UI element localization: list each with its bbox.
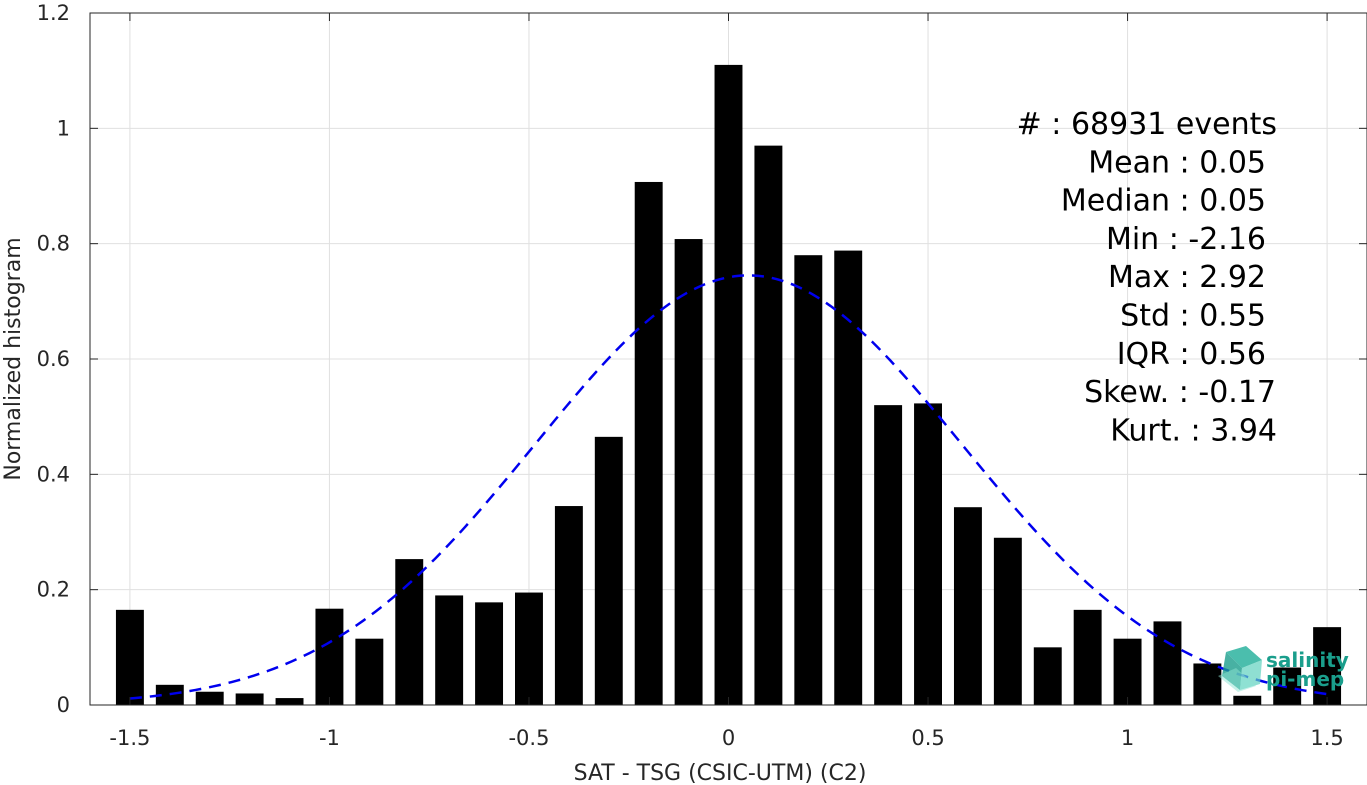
histogram-bar [834, 250, 863, 705]
x-tick-label: -0.5 [508, 726, 549, 750]
x-tick-label: 1 [1121, 726, 1134, 750]
histogram-bar [594, 436, 623, 705]
gaussian-fit-curve [129, 274, 1328, 700]
y-tick-label: 0.6 [37, 347, 70, 371]
stat-line: # : 68931 events [1017, 107, 1277, 142]
histogram-bar [515, 592, 543, 705]
y-tick-label: 1.2 [37, 1, 70, 25]
histogram-bar [914, 403, 942, 705]
stat-line: Skew. : -0.17 [1084, 375, 1276, 410]
y-tick-label: 0.2 [37, 578, 70, 602]
x-tick-label: 0.5 [911, 726, 944, 750]
histogram-bar [115, 609, 144, 705]
histogram-bar [1233, 695, 1262, 705]
y-tick-label: 0 [57, 693, 70, 717]
x-tick-label: 1.5 [1310, 726, 1343, 750]
histogram-bar [355, 638, 384, 705]
stat-line: Mean : 0.05 [1088, 145, 1266, 180]
logo-line1: salinity [1266, 648, 1349, 672]
x-tick-label: 0 [722, 726, 735, 750]
y-tick-label: 1 [57, 116, 70, 140]
histogram-bar [195, 691, 224, 705]
logo-cube-icon [1218, 646, 1262, 692]
x-axis-label: SAT - TSG (CSIC-UTM) (C2) [574, 761, 867, 785]
stat-line: Kurt. : 3.94 [1110, 413, 1277, 448]
histogram-bars [115, 64, 1342, 706]
histogram-bar [1073, 609, 1102, 705]
histogram-bar [235, 693, 264, 705]
histogram-bar [993, 537, 1022, 705]
histogram-bar [634, 181, 663, 706]
histogram-bar [1153, 621, 1182, 705]
histogram-bar [714, 64, 743, 705]
y-axis-ticks: 0 0.2 0.4 0.6 0.8 1 1.2 [37, 1, 1367, 717]
x-axis-ticks: -1.5 -1 -0.5 0 0.5 1 1.5 [109, 13, 1344, 750]
histogram-bar [794, 255, 823, 705]
stat-line: IQR : 0.56 [1117, 337, 1266, 372]
stat-line: Median : 0.05 [1061, 184, 1266, 219]
histogram-bar [1033, 647, 1062, 705]
y-tick-label: 0.4 [37, 462, 70, 486]
y-tick-label: 0.8 [37, 232, 70, 256]
histogram-bar [1193, 663, 1222, 705]
salinity-pimep-logo: salinity pi-mep [1218, 646, 1349, 692]
x-tick-label: -1 [319, 726, 340, 750]
histogram-bar [275, 698, 304, 705]
histogram-bar [435, 595, 464, 705]
histogram-bar [754, 145, 783, 706]
histogram-bar [874, 405, 903, 705]
stat-line: Min : -2.16 [1106, 222, 1266, 257]
x-tick-label: -1.5 [109, 726, 150, 750]
histogram-bar [554, 506, 583, 705]
histogram-bar [315, 608, 344, 705]
histogram-bar [475, 602, 504, 705]
logo-line2: pi-mep [1266, 667, 1344, 691]
stat-line: Max : 2.92 [1108, 260, 1266, 295]
histogram-bar [953, 507, 982, 705]
histogram-bar [674, 239, 703, 705]
histogram-bar [1113, 638, 1142, 705]
stat-line: Std : 0.55 [1120, 299, 1266, 334]
histogram-bar [395, 559, 424, 705]
y-axis-label: Normalized histogram [1, 237, 26, 480]
